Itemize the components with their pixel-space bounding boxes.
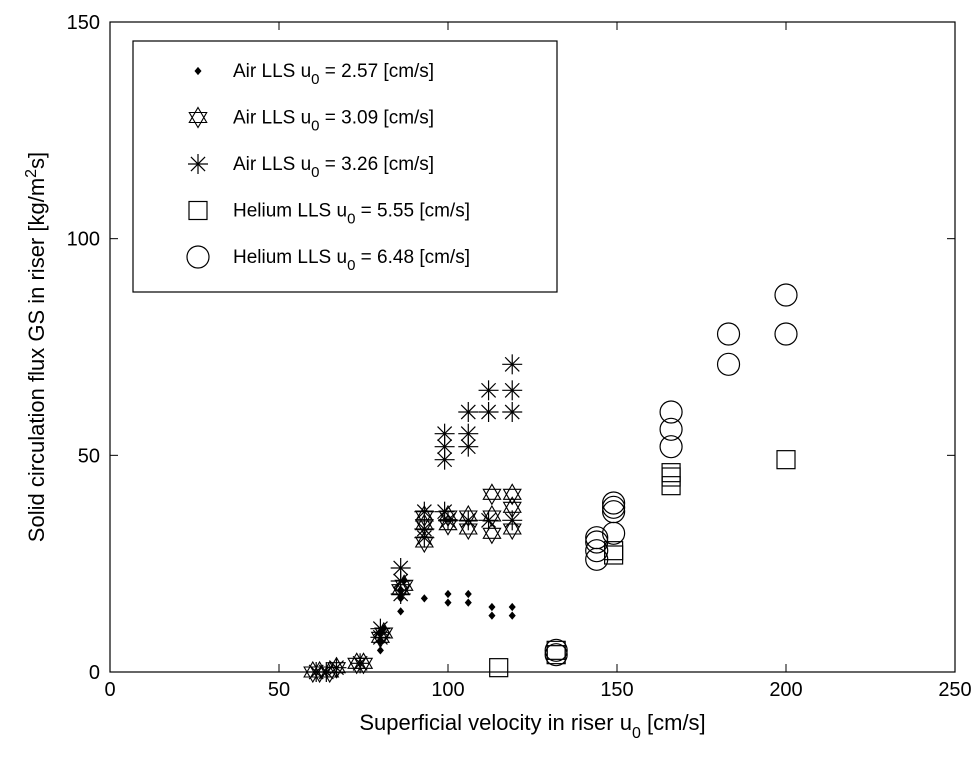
x-tick-label: 150	[600, 679, 633, 701]
data-point	[716, 352, 741, 376]
legend-label: Air LLS u0 = 3.09 [cm/s]	[233, 108, 434, 135]
data-point	[434, 501, 455, 522]
y-axis-label: Solid circulation flux GS in riser [kg/m…	[23, 152, 49, 542]
data-point	[370, 618, 391, 639]
data-point	[502, 402, 523, 422]
data-point	[488, 611, 496, 620]
y-tick-label: 100	[67, 229, 100, 251]
x-tick-label: 250	[938, 679, 971, 701]
data-point	[444, 589, 452, 599]
data-point	[434, 423, 455, 444]
data-point	[716, 322, 741, 346]
data-point	[464, 598, 472, 607]
data-point	[374, 621, 394, 645]
data-point	[464, 589, 472, 599]
data-point	[774, 283, 798, 307]
data-point	[602, 500, 626, 524]
data-point	[482, 522, 502, 545]
data-point	[585, 539, 609, 563]
data-point	[508, 602, 516, 612]
y-tick-label: 0	[89, 662, 100, 684]
legend-marker	[188, 154, 208, 174]
x-axis-label: Superficial velocity in riser u0 [cm/s]	[359, 710, 705, 742]
data-point	[661, 463, 681, 483]
data-point	[390, 558, 411, 578]
data-point	[478, 510, 499, 531]
x-tick-label: 100	[431, 679, 464, 701]
data-point	[478, 402, 499, 422]
y-tick-label: 150	[67, 12, 100, 34]
data-point	[353, 652, 374, 675]
data-points	[303, 283, 798, 684]
data-point	[776, 450, 796, 470]
data-point	[508, 611, 516, 620]
x-tick-label: 0	[104, 679, 115, 701]
data-point	[414, 519, 435, 539]
data-point	[414, 501, 435, 522]
legend-marker	[194, 66, 202, 76]
data-point	[482, 483, 502, 506]
data-point	[488, 602, 496, 612]
data-point	[326, 657, 347, 678]
x-tick-label: 50	[268, 679, 290, 701]
data-point	[544, 643, 568, 667]
legend-label: Helium LLS u0 = 5.55 [cm/s]	[233, 201, 470, 228]
data-point	[350, 653, 371, 674]
data-point	[502, 354, 523, 375]
data-point	[604, 541, 624, 561]
legend-marker	[188, 200, 208, 221]
data-point	[544, 638, 568, 662]
x-tick-label: 200	[769, 679, 802, 701]
legend-marker	[186, 245, 210, 269]
y-tick-label: 50	[78, 445, 100, 467]
data-point	[502, 380, 523, 401]
data-point	[585, 526, 609, 550]
data-point	[420, 594, 428, 603]
data-point	[602, 491, 626, 515]
data-point	[397, 607, 405, 616]
data-point	[478, 380, 499, 401]
data-point	[489, 658, 509, 678]
legend: Air LLS u0 = 2.57 [cm/s] Air LLS u0 = 3.0…	[132, 40, 558, 293]
data-point	[546, 640, 566, 660]
legend-label: Helium LLS u0 = 6.48 [cm/s]	[233, 247, 470, 274]
data-point	[458, 402, 479, 422]
data-point	[502, 510, 523, 531]
legend-label: Air LLS u0 = 2.57 [cm/s]	[233, 61, 434, 88]
legend-marker	[188, 106, 208, 129]
data-point	[458, 423, 479, 444]
data-point	[316, 662, 337, 682]
data-point	[502, 483, 522, 506]
data-point	[659, 417, 683, 441]
data-point	[659, 400, 683, 424]
data-point	[659, 435, 683, 459]
legend-box	[132, 40, 558, 293]
data-point	[482, 504, 502, 528]
plot-frame	[109, 21, 956, 673]
data-point	[376, 646, 384, 655]
data-point	[438, 510, 458, 531]
data-point	[444, 598, 452, 607]
data-point	[774, 322, 798, 346]
legend-label: Air LLS u0 = 3.26 [cm/s]	[233, 154, 434, 181]
data-point	[458, 510, 479, 531]
data-point	[602, 521, 626, 545]
data-point	[434, 436, 455, 457]
data-point	[602, 495, 626, 519]
